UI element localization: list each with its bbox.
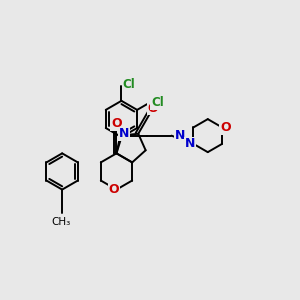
Text: N: N <box>185 137 195 150</box>
Text: O: O <box>148 101 158 115</box>
Text: Cl: Cl <box>151 96 164 109</box>
Text: O: O <box>220 121 231 134</box>
Text: CH₃: CH₃ <box>51 217 70 227</box>
Text: N: N <box>175 129 185 142</box>
Text: O: O <box>109 183 119 196</box>
Text: O: O <box>111 117 122 130</box>
Text: Cl: Cl <box>122 78 135 91</box>
Text: N: N <box>119 128 129 140</box>
